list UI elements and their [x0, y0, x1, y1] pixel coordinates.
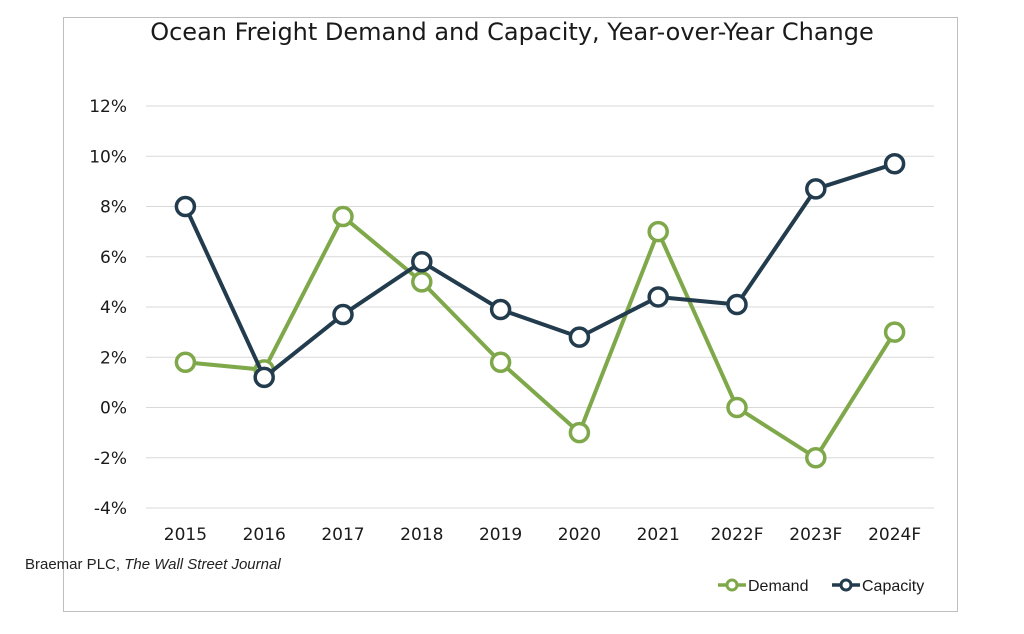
x-tick-label: 2015	[164, 525, 207, 545]
data-point-capacity	[332, 303, 354, 326]
series-line-demand	[185, 214, 897, 460]
x-tick-label: 2021	[637, 525, 680, 545]
data-point-demand	[332, 205, 354, 228]
legend: Demand Capacity	[718, 578, 924, 595]
y-tick-label: -2%	[94, 449, 127, 469]
y-tick-label: 10%	[89, 147, 127, 167]
x-tick-label: 2018	[400, 525, 443, 545]
data-point-demand	[883, 321, 906, 343]
source-journal: The Wall Street Journal	[124, 556, 281, 573]
series-layer	[174, 153, 906, 469]
legend-swatch-marker	[839, 578, 853, 592]
legend-label-demand: Demand	[748, 578, 808, 595]
data-point-capacity	[174, 195, 197, 218]
x-tick-label: 2019	[479, 525, 522, 545]
y-tick-label: 12%	[89, 97, 127, 117]
data-point-demand	[568, 421, 591, 444]
source-note: Braemar PLC, The Wall Street Journal	[25, 556, 281, 573]
series-line-capacity	[183, 161, 896, 380]
y-tick-label: 4%	[100, 298, 127, 318]
legend-swatch-marker	[725, 578, 739, 592]
data-point-demand	[726, 396, 748, 419]
data-point-capacity	[253, 366, 275, 389]
data-point-capacity	[647, 286, 669, 308]
y-tick-label: -4%	[94, 499, 127, 519]
y-tick-label: 6%	[100, 248, 127, 268]
x-axis-ticks: 2015 2016 2017 2018 2019 2020 2021 2022F 2023F 20…	[164, 525, 921, 545]
x-tick-label: 2022F	[710, 525, 763, 545]
source-prefix: Braemar PLC,	[25, 556, 125, 573]
x-tick-label: 2020	[558, 525, 601, 545]
data-point-capacity	[489, 298, 512, 321]
data-point-demand	[647, 220, 669, 243]
chart-title: Ocean Freight Demand and Capacity, Year-…	[150, 18, 874, 46]
x-tick-label: 2023F	[789, 525, 842, 545]
x-tick-label: 2017	[321, 525, 364, 545]
x-tick-label: 2024F	[868, 525, 921, 545]
data-point-demand	[411, 271, 433, 293]
data-point-demand	[805, 447, 827, 469]
y-axis-ticks: -4% -2% 0% 2% 4% 6% 8% 10% 12%	[89, 97, 127, 519]
data-point-demand	[174, 351, 197, 374]
y-tick-label: 2%	[100, 348, 127, 368]
x-tick-label: 2016	[243, 525, 286, 545]
legend-label-capacity: Capacity	[862, 578, 924, 595]
data-point-capacity	[411, 251, 433, 273]
data-point-capacity	[883, 153, 906, 175]
gridlines	[146, 105, 934, 509]
data-point-capacity	[568, 326, 591, 348]
data-point-capacity	[805, 178, 827, 200]
data-point-capacity	[726, 293, 748, 316]
y-tick-label: 0%	[100, 399, 127, 419]
y-tick-label: 8%	[100, 198, 127, 218]
data-point-demand	[489, 351, 512, 374]
